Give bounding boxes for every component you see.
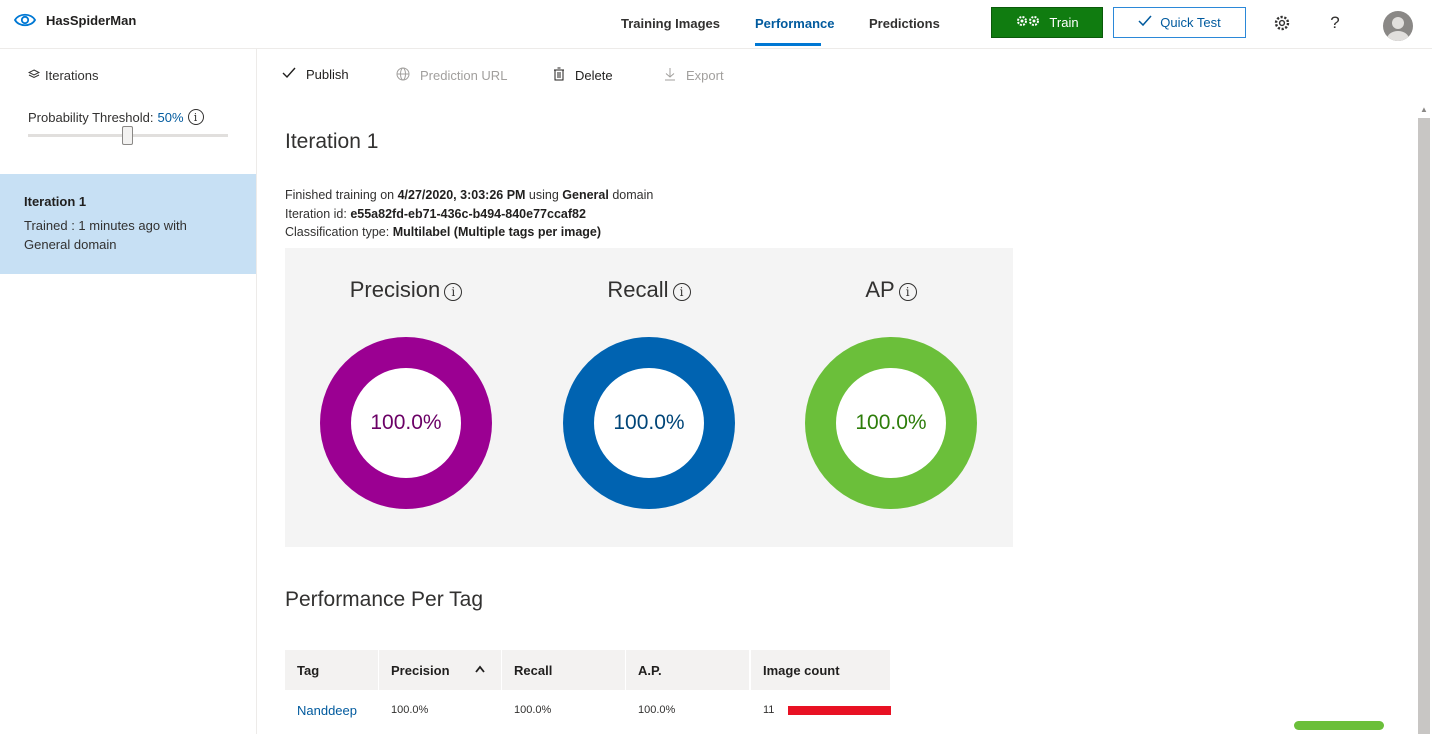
row-recall: 100.0% (514, 704, 552, 716)
ap-label: AP i (770, 277, 1012, 303)
threshold-value: 50% (157, 109, 184, 125)
eye-icon (14, 12, 36, 28)
ap-metric: AP i 100.0% (770, 248, 1012, 547)
quick-test-button[interactable]: Quick Test (1113, 7, 1246, 38)
tab-performance[interactable]: Performance (755, 16, 835, 31)
vertical-scrollbar-thumb[interactable] (1418, 118, 1430, 734)
download-icon (664, 67, 676, 84)
precision-label-text: Precision (349, 277, 441, 302)
delete-button[interactable]: Delete (553, 67, 613, 84)
page-title: Iteration 1 (285, 130, 379, 153)
threshold-label: Probability Threshold: (28, 109, 154, 125)
iteration-trained-line: Trained : 1 minutes ago with (24, 218, 187, 233)
publish-button[interactable]: Publish (282, 67, 349, 82)
trash-icon (553, 67, 565, 84)
status-progress-bar (1294, 721, 1384, 730)
info-icon[interactable]: i (898, 283, 917, 301)
publish-label: Publish (306, 67, 349, 82)
domain-value: General (562, 188, 609, 202)
precision-value: 100.0% (351, 368, 461, 478)
iteration-id-line: Iteration id: e55a82fd-eb71-436c-b494-84… (285, 205, 653, 224)
iteration-trained-info: Trained : 1 minutes ago with General dom… (24, 216, 232, 254)
gears-icon (1015, 14, 1041, 31)
brand[interactable]: HasSpiderMan (14, 12, 136, 28)
avatar[interactable] (1383, 11, 1413, 41)
metrics-panel: Precision i 100.0% Recall i 100.0% AP i 100… (285, 248, 1013, 547)
tab-training-images[interactable]: Training Images (621, 16, 720, 31)
prediction-url-label: Prediction URL (420, 68, 508, 83)
active-tab-indicator (755, 43, 821, 46)
iteration-domain-line: General domain (24, 237, 117, 252)
image-count-bar (788, 706, 891, 715)
row-precision: 100.0% (391, 704, 429, 716)
train-button[interactable]: Train (991, 7, 1103, 38)
using-text: using (525, 188, 563, 202)
iteration-title: Iteration 1 (24, 194, 87, 209)
iteration-id-value: e55a82fd-eb71-436c-b494-840e77ccaf82 (350, 206, 586, 221)
info-icon[interactable]: i (672, 283, 691, 301)
layers-icon (27, 68, 41, 83)
scroll-up-arrow-icon[interactable]: ▲ (1420, 105, 1428, 114)
ap-donut: 100.0% (805, 337, 977, 509)
domain-suffix: domain (608, 188, 654, 202)
checkmark-icon (1138, 15, 1152, 30)
column-header-precision[interactable]: Precision (379, 650, 501, 690)
precision-donut: 100.0% (320, 337, 492, 509)
finished-prefix: Finished training on (285, 188, 398, 202)
delete-label: Delete (575, 68, 613, 83)
column-header-precision-label: Precision (391, 663, 450, 678)
finished-line: Finished training on 4/27/2020, 3:03:26 … (285, 186, 653, 205)
row-image-count: 11 (763, 704, 775, 716)
per-tag-table-header: Tag Precision Recall A.P. Image count (285, 650, 890, 690)
tab-predictions[interactable]: Predictions (869, 16, 940, 31)
recall-label: Recall i (528, 277, 770, 303)
top-bar: HasSpiderMan Training Images Performance… (0, 0, 1432, 49)
precision-label: Precision i (285, 277, 527, 303)
train-label: Train (1049, 15, 1079, 30)
quick-test-label: Quick Test (1160, 15, 1221, 30)
checkmark-icon (282, 67, 296, 82)
iterations-header: Iterations (27, 68, 99, 83)
help-icon[interactable]: ? (1330, 13, 1340, 32)
row-ap: 100.0% (638, 704, 676, 716)
finished-date: 4/27/2020, 3:03:26 PM (397, 188, 526, 202)
precision-metric: Precision i 100.0% (285, 248, 527, 547)
iteration-id-label: Iteration id: (285, 206, 351, 221)
recall-label-text: Recall (607, 277, 669, 302)
iteration-list-item[interactable]: Iteration 1 Trained : 1 minutes ago with… (0, 174, 256, 274)
tag-link[interactable]: Nanddeep (297, 703, 357, 718)
ap-label-text: AP (865, 277, 895, 302)
classification-type-line: Classification type: Multilabel (Multipl… (285, 223, 653, 242)
prediction-url-button[interactable]: Prediction URL (396, 67, 507, 84)
settings-gear-icon[interactable] (1271, 12, 1293, 34)
recall-metric: Recall i 100.0% (528, 248, 770, 547)
iteration-metadata: Finished training on 4/27/2020, 3:03:26 … (285, 186, 653, 242)
classification-type-value: Multilabel (Multiple tags per image) (392, 225, 602, 239)
sidebar: Iterations Probability Threshold: 50% i … (0, 49, 257, 734)
column-header-ap[interactable]: A.P. (626, 650, 749, 690)
classification-type-label: Classification type: (285, 225, 393, 239)
column-header-tag[interactable]: Tag (285, 650, 378, 690)
column-header-image-count[interactable]: Image count (751, 650, 890, 690)
column-header-recall[interactable]: Recall (502, 650, 625, 690)
export-button[interactable]: Export (664, 67, 724, 84)
sort-ascending-icon (475, 661, 485, 676)
info-icon[interactable]: i (187, 109, 204, 125)
ap-value: 100.0% (836, 368, 946, 478)
recall-value: 100.0% (594, 368, 704, 478)
probability-threshold: Probability Threshold: 50% i (28, 109, 204, 125)
project-name: HasSpiderMan (46, 12, 137, 28)
globe-icon (396, 67, 410, 84)
info-icon[interactable]: i (444, 283, 463, 301)
performance-per-tag-title: Performance Per Tag (285, 588, 484, 611)
threshold-slider-thumb[interactable] (122, 126, 133, 145)
recall-donut: 100.0% (563, 337, 735, 509)
export-label: Export (686, 68, 724, 83)
iterations-heading: Iterations (45, 68, 99, 83)
